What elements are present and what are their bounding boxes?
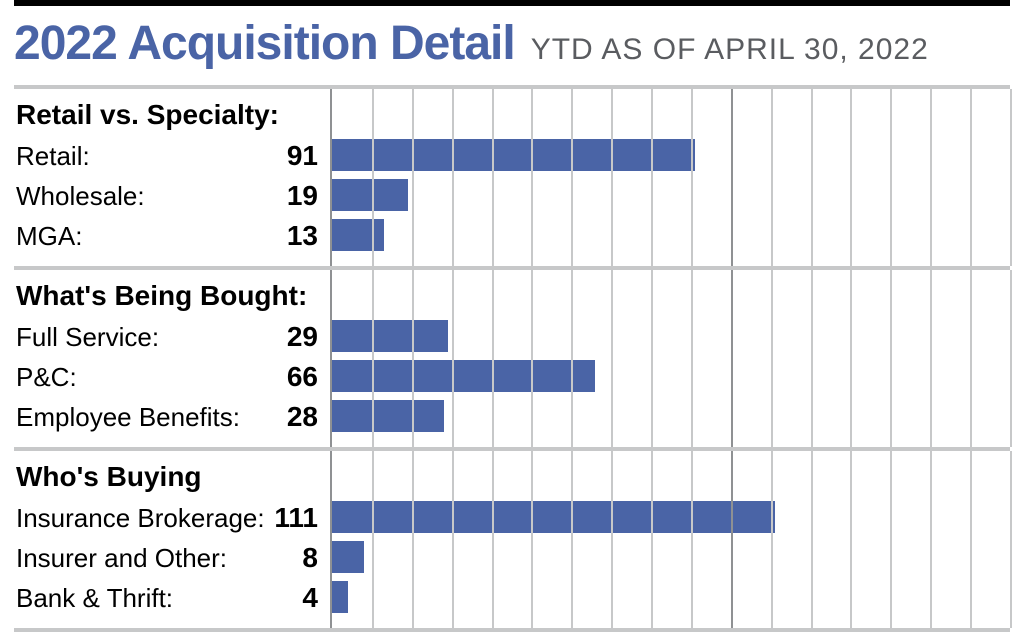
bar (332, 501, 775, 533)
row-label: Employee Benefits: (16, 404, 240, 430)
panel-label-column: Retail vs. Specialty: Retail: 91 Wholesale:… (14, 89, 332, 266)
row-label: Insurer and Other: (16, 545, 227, 571)
chart-panels: Retail vs. Specialty: Retail: 91 Wholesale:… (14, 85, 1010, 632)
bar-row (332, 135, 1010, 175)
row-label: P&C: (16, 364, 77, 390)
gridline (1010, 451, 1012, 628)
row-value: 28 (268, 403, 318, 431)
chart-panel: Who's BuyingInsurance Brokerage:111Insur… (14, 447, 1010, 632)
bar-row (332, 537, 1010, 577)
bar-row (332, 215, 1010, 255)
panel-label-column: What's Being Bought: Full Service: 29 P&C: 6… (14, 270, 332, 447)
bar (332, 400, 444, 432)
table-row: Insurer and Other: 8 (16, 538, 318, 578)
page-title: 2022 Acquisition Detail (14, 16, 515, 71)
bar (332, 541, 364, 573)
bar-row (332, 316, 1010, 356)
row-label: MGA: (16, 223, 82, 249)
row-label: Retail: (16, 143, 90, 169)
row-value: 66 (268, 363, 318, 391)
row-label: Full Service: (16, 324, 159, 350)
panel-bar-column: . (332, 270, 1010, 447)
table-row: Insurance Brokerage:111 (16, 498, 318, 538)
row-value: 111 (268, 504, 318, 532)
panel-heading: Retail vs. Specialty: (16, 95, 318, 135)
row-value: 19 (268, 182, 318, 210)
bar (332, 360, 595, 392)
bar (332, 219, 384, 251)
bar-row (332, 577, 1010, 617)
panel-heading: Who's Buying (16, 457, 318, 497)
gridline (1010, 89, 1012, 266)
table-row: MGA: 13 (16, 216, 318, 256)
row-label: Insurance Brokerage: (16, 505, 265, 531)
table-row: Full Service: 29 (16, 317, 318, 357)
table-row: Employee Benefits: 28 (16, 397, 318, 437)
gridline (1010, 270, 1012, 447)
bar (332, 320, 448, 352)
bar-row (332, 175, 1010, 215)
table-row: P&C: 66 (16, 357, 318, 397)
bar (332, 179, 408, 211)
chart-panel: Retail vs. Specialty: Retail: 91 Wholesale:… (14, 85, 1010, 266)
row-value: 8 (268, 544, 318, 572)
panel-bar-column: . (332, 451, 1010, 628)
bar-row (332, 396, 1010, 436)
row-label: Bank & Thrift: (16, 585, 173, 611)
title-row: 2022 Acquisition Detail YTD AS OF APRIL … (14, 16, 1010, 71)
table-row: Wholesale: 19 (16, 176, 318, 216)
bar-row (332, 497, 1010, 537)
row-value: 29 (268, 323, 318, 351)
table-row: Bank & Thrift: 4 (16, 578, 318, 618)
top-rule (14, 0, 1010, 6)
bar-row (332, 356, 1010, 396)
panel-bar-column: . (332, 89, 1010, 266)
page-subtitle: YTD AS OF APRIL 30, 2022 (531, 33, 929, 67)
row-value: 91 (268, 142, 318, 170)
row-value: 13 (268, 222, 318, 250)
row-label: Wholesale: (16, 183, 145, 209)
chart-panel: What's Being Bought: Full Service: 29 P&C: 6… (14, 266, 1010, 447)
panel-heading: What's Being Bought: (16, 276, 318, 316)
row-value: 4 (268, 584, 318, 612)
panel-label-column: Who's BuyingInsurance Brokerage:111Insur… (14, 451, 332, 628)
table-row: Retail: 91 (16, 136, 318, 176)
bar (332, 581, 348, 613)
bar (332, 139, 695, 171)
